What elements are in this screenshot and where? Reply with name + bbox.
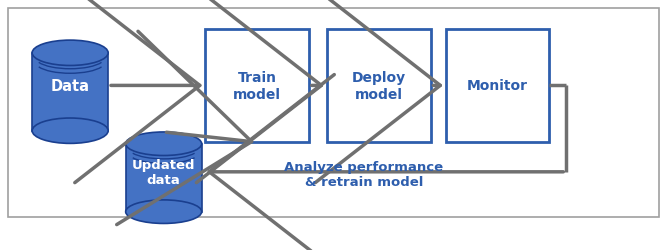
Ellipse shape <box>32 41 108 66</box>
Ellipse shape <box>126 200 202 224</box>
FancyBboxPatch shape <box>327 30 430 143</box>
FancyBboxPatch shape <box>126 144 202 212</box>
Text: Data: Data <box>51 78 90 94</box>
Text: Deploy
model: Deploy model <box>351 71 406 101</box>
Text: Analyze performance
& retrain model: Analyze performance & retrain model <box>285 160 444 188</box>
Ellipse shape <box>32 118 108 144</box>
Ellipse shape <box>126 132 202 156</box>
FancyBboxPatch shape <box>446 30 549 143</box>
Text: Updated
data: Updated data <box>132 158 196 186</box>
FancyBboxPatch shape <box>32 54 108 131</box>
Text: Train
model: Train model <box>233 71 281 101</box>
FancyBboxPatch shape <box>8 9 659 218</box>
FancyBboxPatch shape <box>206 30 309 143</box>
Text: Monitor: Monitor <box>467 79 528 93</box>
